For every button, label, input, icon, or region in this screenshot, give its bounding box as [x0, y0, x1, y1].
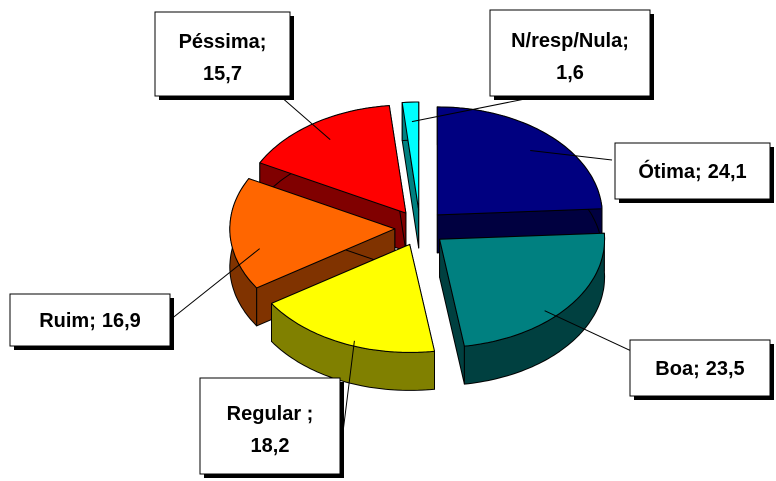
slice-top [436, 106, 603, 216]
slice-top [271, 243, 435, 353]
slice [401, 101, 420, 249]
label-box [9, 293, 171, 347]
slice-top [229, 178, 396, 289]
label-box [199, 377, 341, 475]
leader-line [341, 340, 355, 441]
leader-line [411, 95, 541, 123]
category-label: Ruim; [39, 310, 96, 332]
label-box [489, 9, 651, 97]
label-box [629, 339, 771, 397]
value-label: 18,2 [251, 435, 290, 457]
leader-line [530, 150, 613, 161]
slice-top [259, 105, 407, 214]
leader-line [279, 95, 331, 141]
value-label: 23,5 [706, 358, 745, 380]
slice [439, 232, 606, 385]
data-label: Ótima; 24,1 [638, 159, 746, 183]
category-label: Boa; [655, 358, 699, 380]
value-label: 24,1 [708, 161, 747, 183]
category-label: Ótima; [638, 159, 701, 183]
leader-line [169, 248, 260, 321]
slice-top [401, 101, 420, 211]
leader-line [544, 310, 641, 356]
data-label: Boa; 23,5 [655, 358, 744, 380]
slice-top [439, 232, 606, 347]
label-box [614, 142, 771, 200]
value-label: 16,9 [102, 310, 141, 332]
category-label: N/resp/Nula; [511, 30, 629, 52]
slice [271, 243, 435, 391]
category-label: Péssima; [179, 31, 267, 53]
label-box [154, 11, 291, 97]
slice [436, 106, 603, 254]
value-label: 1,6 [556, 62, 584, 84]
value-label: 15,7 [203, 63, 242, 85]
category-label: Regular ; [227, 403, 314, 425]
data-label: Ruim; 16,9 [39, 310, 141, 332]
